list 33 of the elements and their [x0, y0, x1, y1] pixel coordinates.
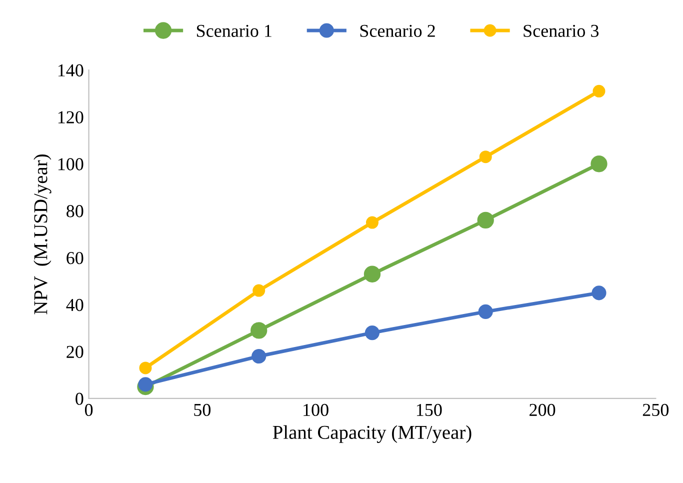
y-tick-label: 140 [58, 64, 84, 76]
point [592, 286, 606, 300]
point [139, 362, 152, 374]
point [479, 150, 492, 164]
point [252, 284, 266, 297]
x-axis-title: Plant Capacity (MT/year) [272, 425, 472, 443]
point [364, 325, 380, 340]
x-tick-label: 50 [194, 404, 211, 416]
x-tick-label: 0 [84, 404, 93, 416]
y-tick-label: 20 [66, 346, 84, 358]
point [478, 304, 493, 319]
x-tick-label: 200 [530, 404, 556, 416]
y-axis-title: NPV (M.USD/year) [34, 154, 52, 314]
point [364, 266, 381, 282]
y-tick-label: 60 [66, 252, 84, 264]
y-tick-label: 100 [58, 158, 84, 170]
x-tick-label: 250 [642, 404, 669, 416]
legend-label: Scenario 1 [196, 24, 272, 37]
y-tick-label: 40 [66, 298, 84, 312]
point [250, 322, 268, 339]
point [138, 377, 153, 392]
y-tick-label: 0 [76, 392, 84, 405]
point [592, 84, 606, 98]
point [477, 212, 494, 229]
point [366, 216, 378, 229]
legend-label: Scenario 2 [360, 24, 435, 37]
legend-label: Scenario 3 [524, 24, 599, 37]
y-tick-label: 120 [58, 111, 84, 124]
point [590, 156, 608, 172]
point [252, 348, 266, 364]
x-tick-label: 100 [304, 404, 328, 416]
x-tick-label: 150 [416, 404, 442, 416]
y-tick-label: 80 [66, 205, 84, 218]
